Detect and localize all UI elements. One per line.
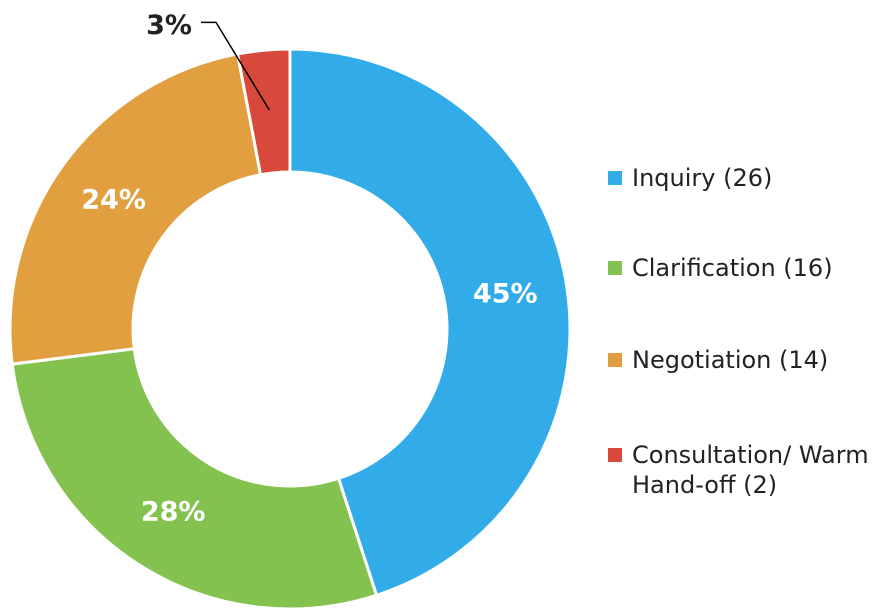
legend-swatch: [608, 353, 622, 367]
slice: [8, 52, 263, 366]
legend-item: Consultation/ Warm Hand-off (2): [608, 440, 894, 500]
slice: [288, 47, 572, 598]
legend-label: Clarification (16): [632, 254, 833, 282]
legend-label: Consultation/ Warm Hand-off (2): [632, 441, 869, 499]
legend-swatch: [608, 448, 622, 462]
legend-item: Clarification (16): [608, 253, 894, 283]
slice-label: 45%: [473, 278, 538, 309]
slice-label: 3%: [146, 10, 192, 41]
slice-label: 28%: [141, 497, 206, 528]
slice-label: 24%: [81, 184, 146, 215]
legend-swatch: [608, 261, 622, 275]
leader-line: [201, 21, 270, 111]
legend-item: Inquiry (26): [608, 163, 894, 193]
legend-label: Negotiation (14): [632, 346, 829, 374]
legend-item: Negotiation (14): [608, 345, 894, 375]
legend-swatch: [608, 171, 622, 185]
slice: [10, 347, 379, 609]
legend-label: Inquiry (26): [632, 164, 773, 192]
